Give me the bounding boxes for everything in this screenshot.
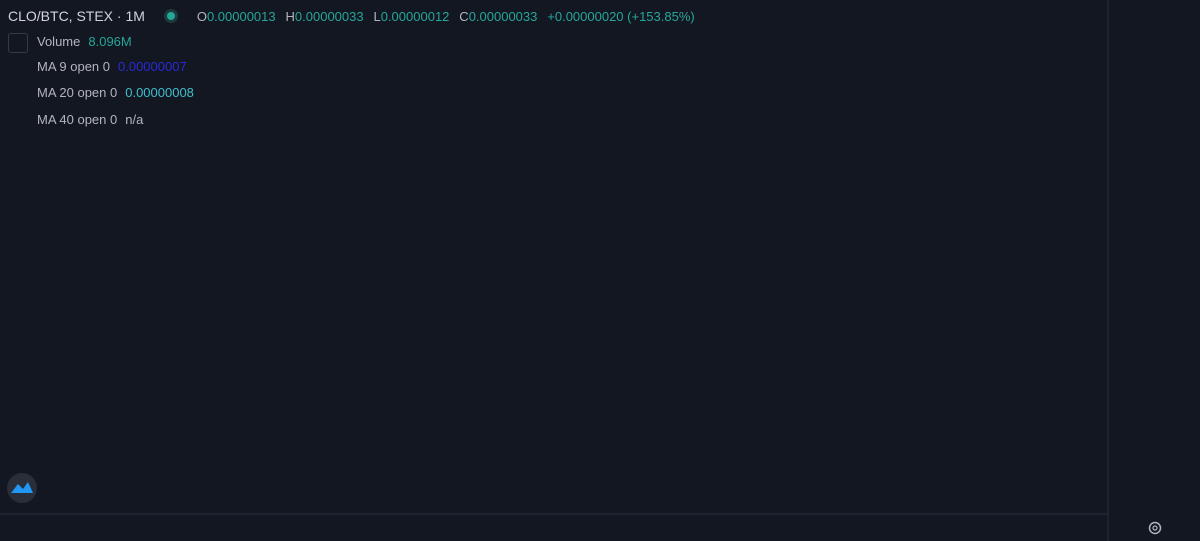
- ohlc-prefix: L: [373, 9, 381, 24]
- indicator-value: n/a: [125, 112, 144, 127]
- indicator-name: MA 40 open 0: [37, 112, 118, 127]
- ohlc-prefix: H: [285, 9, 295, 24]
- ohlc-prefix: O: [196, 9, 207, 24]
- ohlc-prefix: C: [459, 9, 469, 24]
- indicator-name: MA 20 open 0: [37, 85, 118, 100]
- ohlc-value: 0.00000033: [468, 9, 538, 24]
- symbol-header: CLO/BTC, STEX · 1M O0.00000013 H0.000000…: [8, 8, 701, 24]
- ohlc-value: 0.00000013: [206, 9, 276, 24]
- indicator-row[interactable]: MA 40 open 0 n/a: [37, 112, 143, 127]
- indicator-value: 0.00000007: [118, 59, 187, 74]
- indicator-row[interactable]: MA 20 open 0 0.00000008: [37, 85, 194, 100]
- indicator-value: 0.00000008: [125, 85, 194, 100]
- indicator-row[interactable]: Volume 8.096M: [37, 34, 132, 49]
- ohlc-value: 0.00000012: [380, 9, 450, 24]
- indicator-name: MA 9 open 0: [37, 59, 110, 74]
- settings-gear[interactable]: [1148, 521, 1162, 535]
- status-dot: [166, 12, 175, 20]
- change: +0.00000020 (+153.85%): [547, 9, 695, 24]
- logo: [7, 473, 37, 503]
- ohlc-value: 0.00000033: [294, 9, 364, 24]
- symbol-title[interactable]: CLO/BTC, STEX · 1M: [8, 8, 145, 24]
- indicator-value: 8.096M: [88, 34, 132, 49]
- indicator-row[interactable]: MA 9 open 0 0.00000007: [37, 59, 187, 74]
- indicator-name: Volume: [37, 34, 81, 49]
- collapse-button[interactable]: [8, 33, 28, 53]
